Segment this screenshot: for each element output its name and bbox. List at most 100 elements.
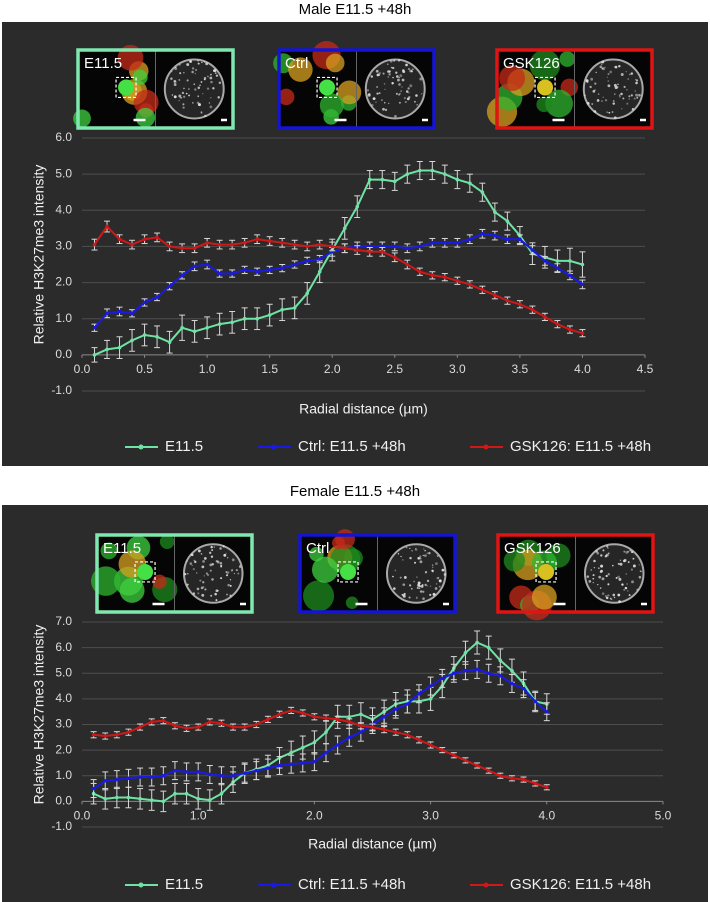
speckle [423, 554, 425, 557]
y-axis-label: Relative H3K27me3 intensity [31, 165, 47, 345]
data-point [230, 242, 234, 247]
speckle [376, 92, 379, 95]
data-point [217, 271, 222, 276]
data-point [155, 334, 159, 339]
data-point [486, 671, 491, 676]
data-point [505, 219, 510, 223]
roi-box [115, 76, 137, 99]
data-point [312, 759, 317, 764]
cell-blob [100, 542, 118, 560]
speckle [613, 596, 616, 599]
speckle [237, 572, 240, 575]
data-point [493, 293, 497, 298]
speckle [200, 553, 203, 555]
speckle [229, 584, 232, 587]
data-point [480, 288, 485, 292]
data-point [430, 241, 435, 245]
speckle [599, 587, 602, 589]
speckle [398, 83, 401, 86]
data-point [530, 307, 535, 312]
data-point [130, 338, 134, 343]
y-tick-label: -1.0 [51, 819, 72, 833]
data-point [103, 734, 108, 738]
data-point [277, 712, 282, 717]
speckle [203, 61, 206, 63]
speckle [196, 572, 198, 574]
data-point [300, 745, 305, 750]
data-point [149, 720, 154, 724]
data-point [359, 723, 363, 728]
x-tick-label: 4.5 [637, 362, 654, 376]
data-point [335, 717, 340, 722]
y-tick-label: 5.0 [55, 665, 72, 679]
y-tick-label: 3.0 [55, 239, 72, 253]
speckle [619, 559, 622, 561]
data-point [382, 715, 386, 719]
nucleus [583, 543, 645, 604]
speckle [209, 563, 213, 567]
data-point [568, 259, 572, 263]
speckle [403, 97, 406, 100]
data-point [192, 246, 197, 251]
speckle [636, 96, 639, 99]
inset-border [277, 48, 436, 130]
speckle [623, 559, 626, 563]
speckle [612, 100, 615, 102]
speckle [223, 553, 227, 557]
speckle [372, 97, 376, 101]
speckle [419, 557, 422, 560]
speckle [628, 98, 630, 100]
x-tick-label: 3.0 [422, 809, 439, 823]
cell-highlight [137, 563, 154, 580]
series-line [93, 709, 548, 789]
x-tick-label: 0.5 [136, 362, 153, 376]
speckle [389, 59, 393, 63]
speckle [624, 586, 628, 590]
data-point [568, 273, 572, 278]
speckle [638, 93, 641, 97]
cell-blob [159, 534, 175, 549]
speckle [408, 584, 412, 587]
speckle [197, 86, 201, 90]
data-point [418, 168, 422, 173]
data-point [312, 740, 317, 745]
speckle [607, 552, 610, 555]
cell-blob [529, 49, 561, 81]
data-point [105, 311, 109, 316]
speckle [596, 99, 600, 102]
data-point [480, 190, 485, 195]
data-point [103, 797, 108, 801]
data-point [317, 242, 322, 247]
data-point [463, 650, 468, 655]
data-point [115, 777, 119, 782]
speckle [608, 111, 611, 114]
speckle [432, 566, 434, 568]
data-point [126, 730, 131, 734]
data-point [428, 684, 433, 688]
speckle [186, 63, 190, 67]
speckle [630, 94, 633, 97]
speckle [402, 559, 404, 561]
data-point [155, 235, 159, 240]
speckle [431, 569, 434, 572]
speckle [408, 96, 411, 99]
series-line [93, 232, 583, 329]
y-tick-label: 5.0 [55, 166, 72, 180]
speckle [193, 559, 195, 561]
speckle [410, 587, 413, 590]
y-tick-label: 6.0 [55, 130, 72, 144]
legend-label: Ctrl: E11.5 +48h [298, 876, 406, 893]
speckle [623, 85, 626, 88]
speckle [379, 71, 382, 74]
speckle [434, 587, 438, 590]
speckle [604, 66, 606, 69]
data-point [300, 761, 305, 765]
data-point [440, 676, 445, 681]
data-point [230, 320, 234, 325]
roi-box [316, 76, 338, 99]
speckle [639, 570, 642, 572]
speckle [612, 102, 615, 105]
speckle [192, 102, 194, 104]
speckle [426, 585, 428, 587]
data-point [92, 242, 97, 247]
